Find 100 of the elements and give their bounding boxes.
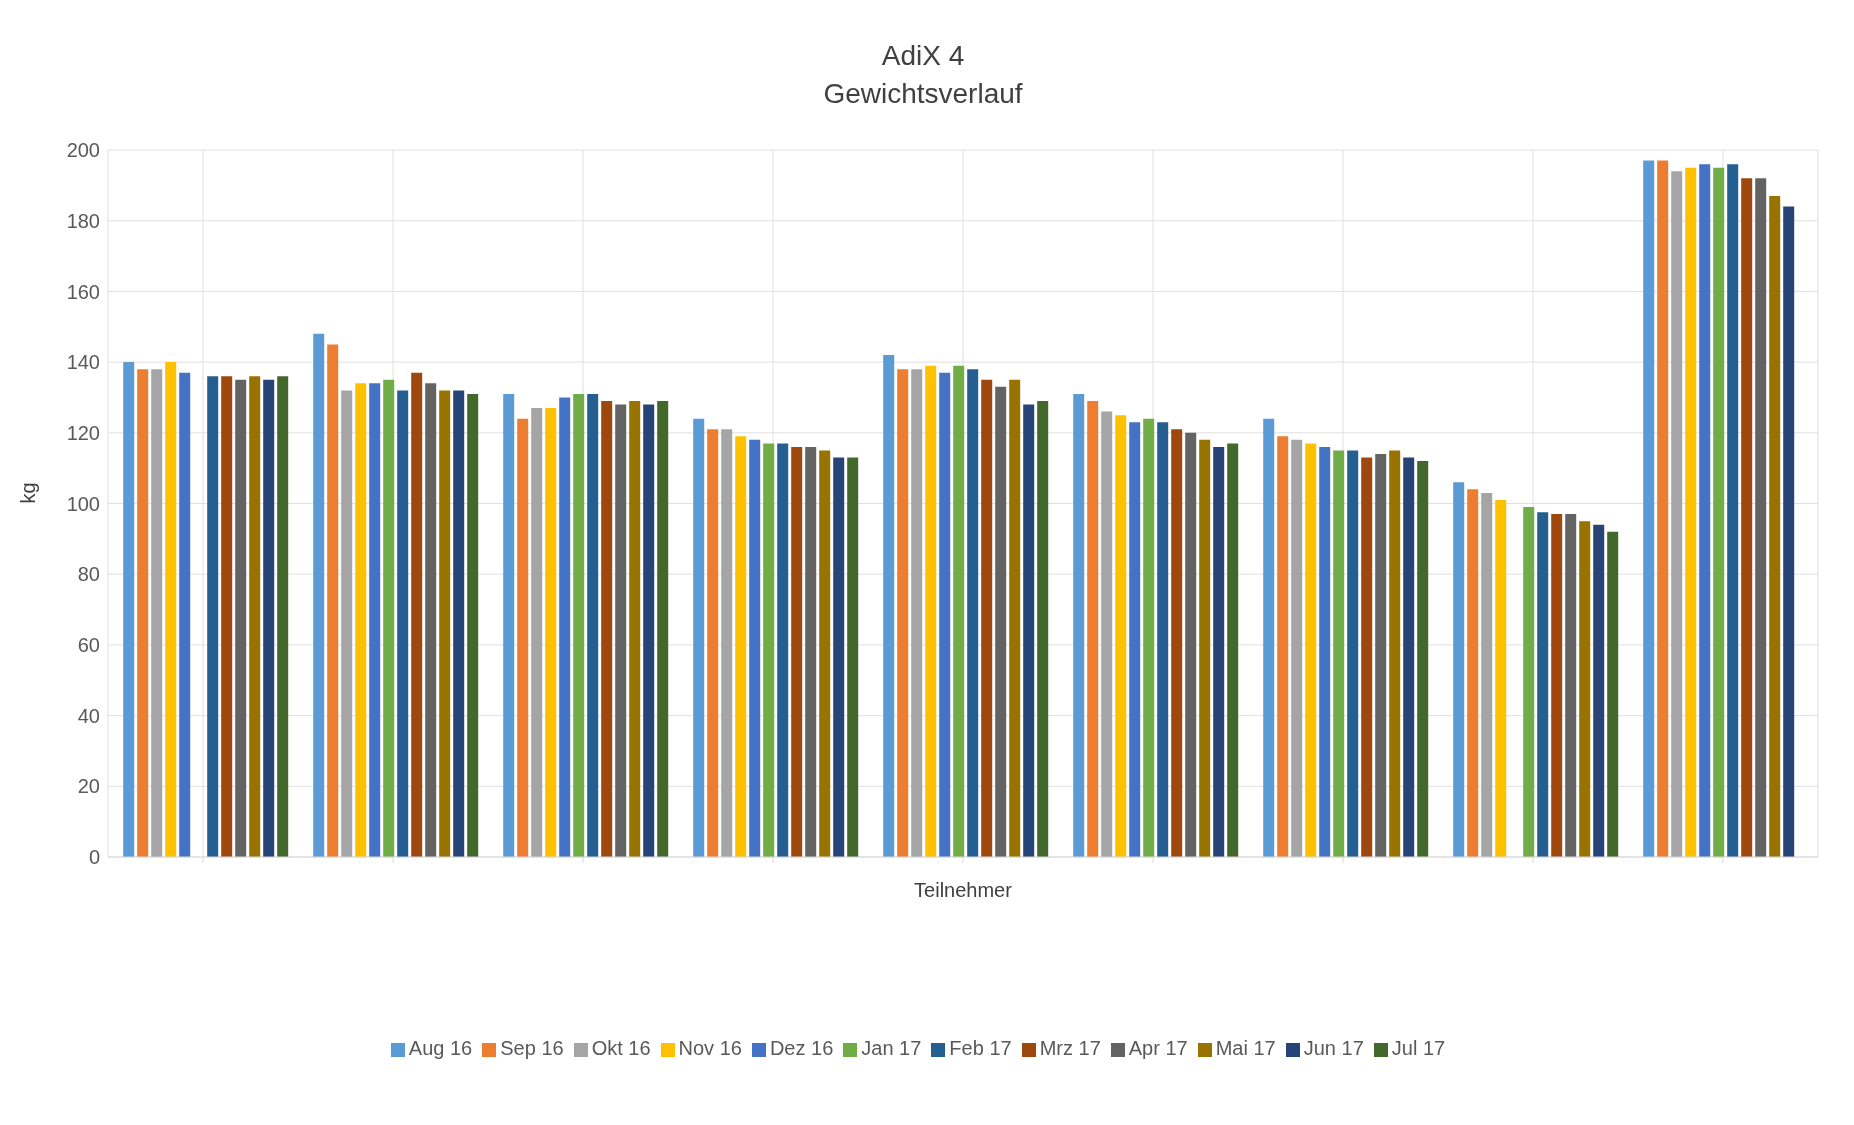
bar bbox=[1537, 512, 1549, 857]
bar bbox=[1467, 489, 1479, 857]
bar bbox=[207, 376, 219, 857]
bar bbox=[833, 457, 845, 857]
bar bbox=[1319, 446, 1331, 857]
bar bbox=[327, 344, 339, 857]
bar bbox=[165, 362, 177, 857]
bar bbox=[573, 393, 585, 857]
bar bbox=[1171, 429, 1183, 857]
bar bbox=[897, 369, 909, 857]
bar bbox=[735, 436, 747, 857]
legend-label: Apr 17 bbox=[1128, 1037, 1188, 1059]
bar bbox=[1263, 418, 1275, 857]
legend-label: Jun 17 bbox=[1303, 1037, 1364, 1059]
bar bbox=[1213, 446, 1225, 857]
bar bbox=[1495, 499, 1507, 857]
bar bbox=[1347, 450, 1359, 857]
bar bbox=[587, 393, 599, 857]
y-tick-label: 180 bbox=[66, 209, 100, 232]
bar bbox=[123, 362, 135, 857]
y-tick-label: 80 bbox=[77, 563, 100, 586]
bar bbox=[341, 390, 353, 857]
bar bbox=[1671, 171, 1683, 857]
y-tick-label: 120 bbox=[66, 421, 100, 444]
bar bbox=[1551, 514, 1563, 857]
bar bbox=[601, 400, 613, 857]
bar bbox=[277, 376, 289, 857]
bar bbox=[1741, 178, 1753, 857]
bar bbox=[517, 418, 529, 857]
y-axis-title: kg bbox=[17, 482, 40, 504]
bar bbox=[1593, 524, 1605, 857]
x-axis-title: Teilnehmer bbox=[914, 879, 1013, 901]
bar bbox=[1713, 167, 1725, 857]
bar bbox=[1579, 521, 1591, 857]
bar bbox=[531, 408, 543, 857]
bar bbox=[1023, 404, 1035, 857]
bar bbox=[1361, 457, 1373, 857]
bar bbox=[1523, 507, 1535, 857]
bar bbox=[925, 365, 937, 857]
legend-label: Nov 16 bbox=[678, 1037, 742, 1059]
bar bbox=[1227, 443, 1239, 857]
bar bbox=[249, 376, 261, 857]
bar bbox=[1565, 514, 1577, 857]
bar bbox=[721, 429, 733, 857]
bar bbox=[1699, 164, 1711, 857]
y-tick-label: 140 bbox=[66, 351, 100, 374]
chart-subtitle: Gewichtsverlauf bbox=[822, 78, 1024, 110]
bar bbox=[235, 379, 247, 857]
bar bbox=[467, 393, 479, 857]
legend-label: Okt 16 bbox=[591, 1037, 651, 1059]
bar bbox=[1755, 178, 1767, 857]
bar bbox=[453, 390, 465, 857]
bar bbox=[763, 443, 775, 857]
y-tick-label: 100 bbox=[66, 492, 100, 515]
bar bbox=[995, 386, 1007, 857]
bar bbox=[503, 393, 515, 857]
y-tick-label: 160 bbox=[66, 280, 100, 303]
bar bbox=[1389, 450, 1401, 857]
bar bbox=[1643, 160, 1655, 857]
bar bbox=[1607, 531, 1619, 857]
bar bbox=[615, 404, 627, 857]
bar bbox=[383, 379, 395, 857]
bar bbox=[369, 383, 381, 857]
bar bbox=[967, 369, 979, 857]
y-tick-label: 200 bbox=[66, 139, 100, 162]
bar bbox=[749, 439, 761, 857]
y-tick-label: 40 bbox=[77, 704, 100, 727]
bar bbox=[981, 379, 993, 857]
bar bbox=[953, 365, 965, 857]
bar bbox=[777, 443, 789, 857]
bar bbox=[313, 333, 325, 857]
bar bbox=[819, 450, 831, 857]
bar bbox=[1685, 167, 1697, 857]
bar bbox=[439, 390, 451, 857]
legend-label: Sep 16 bbox=[500, 1037, 564, 1059]
bar bbox=[137, 369, 149, 857]
bar bbox=[707, 429, 719, 857]
bar bbox=[151, 369, 163, 857]
bar bbox=[355, 383, 367, 857]
bar bbox=[1143, 418, 1155, 857]
bar bbox=[1009, 379, 1021, 857]
bar bbox=[411, 372, 423, 857]
bar bbox=[1115, 415, 1127, 857]
bar bbox=[1185, 432, 1197, 857]
bar bbox=[559, 397, 571, 857]
bar bbox=[1417, 461, 1429, 857]
bar bbox=[791, 446, 803, 857]
bar bbox=[1073, 393, 1085, 857]
bar bbox=[1305, 443, 1317, 857]
bar bbox=[883, 355, 895, 857]
bar bbox=[397, 390, 409, 857]
bar bbox=[1199, 439, 1211, 857]
bar bbox=[1453, 482, 1465, 857]
legend-label: Mrz 17 bbox=[1039, 1037, 1101, 1059]
bar bbox=[1291, 439, 1303, 857]
bar bbox=[911, 369, 923, 857]
y-tick-label: 0 bbox=[88, 846, 100, 869]
legend-label: Aug 16 bbox=[408, 1037, 473, 1059]
bar bbox=[179, 372, 191, 857]
bar bbox=[847, 457, 859, 857]
